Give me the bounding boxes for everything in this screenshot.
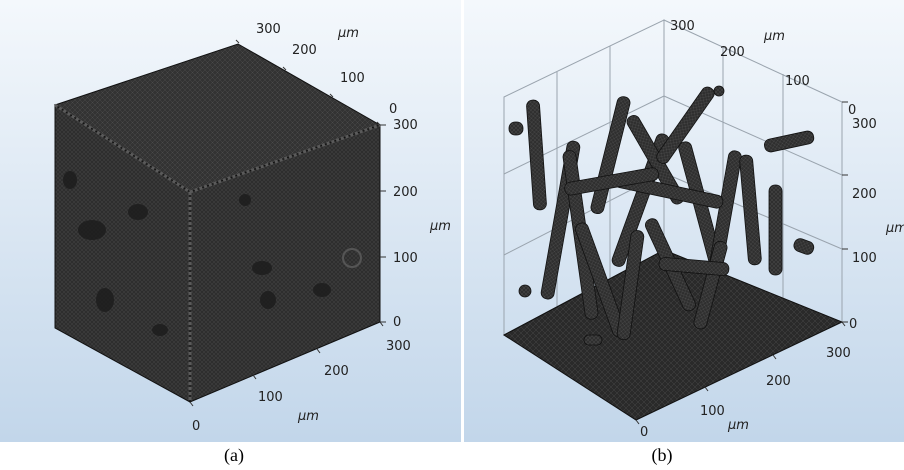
panel-b-canvas: 300 200 100 0 μm 300 200 100 0 μm 300 20…: [464, 0, 904, 442]
b-right-tick-200: 200: [852, 187, 877, 202]
a-top-tick-300: 300: [256, 22, 281, 37]
caption-b: (b): [651, 445, 673, 465]
b-bottom-tick-100: 100: [700, 404, 725, 419]
panel-a-cube-mesh: 300 200 100 0 μm 300 200 100 0 μm 300 20…: [0, 0, 461, 442]
fiber: [713, 85, 725, 97]
a-right-tick-300: 300: [393, 118, 418, 133]
b-bottom-tick-300: 300: [826, 346, 851, 361]
b-right-unit: μm: [885, 221, 904, 236]
cube-surface-texture: [63, 171, 331, 336]
fiber: [658, 257, 730, 276]
b-right-tick-0: 0: [849, 317, 857, 332]
a-top-unit: μm: [337, 26, 359, 41]
a-right-tick-200: 200: [393, 185, 418, 200]
fiber-bundle: [508, 85, 815, 346]
panel-a-canvas: 300 200 100 0 μm 300 200 100 0 μm 300 20…: [0, 0, 461, 442]
panel-b-fiber-mesh: 300 200 100 0 μm 300 200 100 0 μm 300 20…: [464, 0, 904, 442]
fiber: [518, 284, 532, 298]
a-bottom-tick-300: 300: [386, 339, 411, 354]
fiber: [793, 238, 815, 255]
a-bottom-tick-100: 100: [258, 390, 283, 405]
b-right-tick-300: 300: [852, 117, 877, 132]
fiber: [764, 130, 815, 153]
b-top-tick-0: 0: [848, 103, 856, 118]
b-top-tick-300: 300: [670, 19, 695, 34]
a-right-tick-100: 100: [393, 251, 418, 266]
a-top-tick-100: 100: [340, 71, 365, 86]
b-bottom-tick-0: 0: [640, 425, 648, 440]
b-top-tick-100: 100: [785, 74, 810, 89]
b-bottom-unit: μm: [727, 418, 749, 433]
a-right-unit: μm: [429, 219, 451, 234]
a-bottom-tick-0: 0: [192, 419, 200, 434]
a-top-tick-0: 0: [389, 102, 397, 117]
fiber: [526, 99, 547, 211]
cube-surface-ring: [342, 248, 362, 268]
caption-a: (a): [224, 445, 244, 465]
fiber: [616, 230, 645, 341]
panel-a-tickmarks: [189, 39, 386, 407]
fiber: [739, 154, 762, 266]
b-top-tick-200: 200: [720, 45, 745, 60]
panel-b-tickmarks: [635, 101, 848, 425]
a-bottom-tick-200: 200: [324, 364, 349, 379]
fiber: [564, 167, 659, 196]
a-top-tick-200: 200: [292, 43, 317, 58]
fiber: [768, 184, 783, 276]
a-right-tick-0: 0: [393, 315, 401, 330]
cube-edges: [54, 103, 381, 402]
a-bottom-unit: μm: [297, 409, 319, 424]
b-right-tick-100: 100: [852, 251, 877, 266]
fiber: [583, 334, 603, 346]
fiber: [656, 86, 715, 164]
b-bottom-tick-200: 200: [766, 374, 791, 389]
fiber: [508, 121, 524, 136]
b-top-unit: μm: [763, 29, 785, 44]
